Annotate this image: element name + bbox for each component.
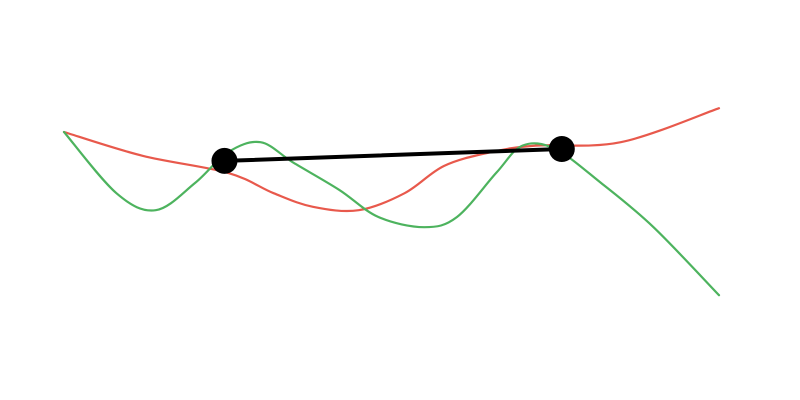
series-line-1 (62, 107, 721, 213)
series-layer (62, 107, 721, 297)
segment-handle-2[interactable] (548, 136, 575, 162)
segment-line (222, 147, 564, 163)
segment-handle-1[interactable] (211, 147, 238, 174)
segment-layer (211, 136, 575, 174)
series-line-2 (62, 130, 721, 297)
